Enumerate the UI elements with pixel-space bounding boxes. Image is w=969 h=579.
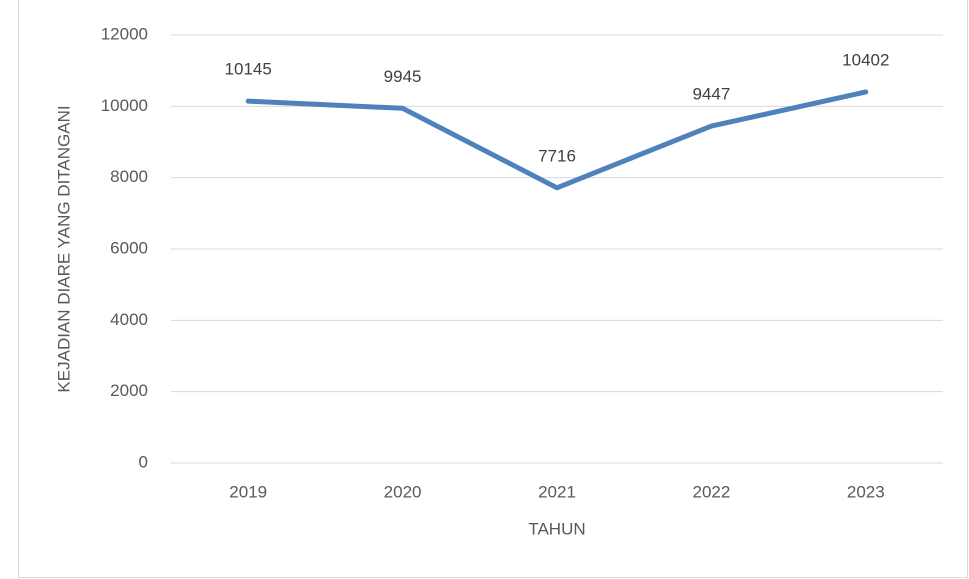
y-tick-label: 2000	[110, 381, 148, 400]
data-label: 7716	[538, 146, 576, 165]
y-tick-label: 10000	[101, 96, 148, 115]
y-tick-label: 8000	[110, 167, 148, 186]
line-series	[245, 89, 869, 191]
x-tick-label: 2021	[538, 482, 576, 501]
x-tick-label: 2020	[384, 482, 422, 501]
data-label: 10402	[842, 50, 889, 69]
x-tick-label: 2023	[847, 482, 885, 501]
y-axis-label: KEJADIAN DIARE YANG DITANGANI	[54, 105, 73, 392]
x-tick-label: 2019	[229, 482, 267, 501]
data-label: 9447	[692, 85, 730, 104]
y-tick-label: 0	[139, 452, 148, 471]
data-label: 10145	[225, 60, 272, 79]
x-axis-label: TAHUN	[528, 519, 585, 538]
y-tick-label: 12000	[101, 24, 148, 43]
y-tick-label: 6000	[110, 238, 148, 257]
x-tick-label: 2022	[692, 482, 730, 501]
data-label: 9945	[384, 67, 422, 86]
chart-frame	[18, 0, 968, 578]
y-tick-label: 4000	[110, 310, 148, 329]
